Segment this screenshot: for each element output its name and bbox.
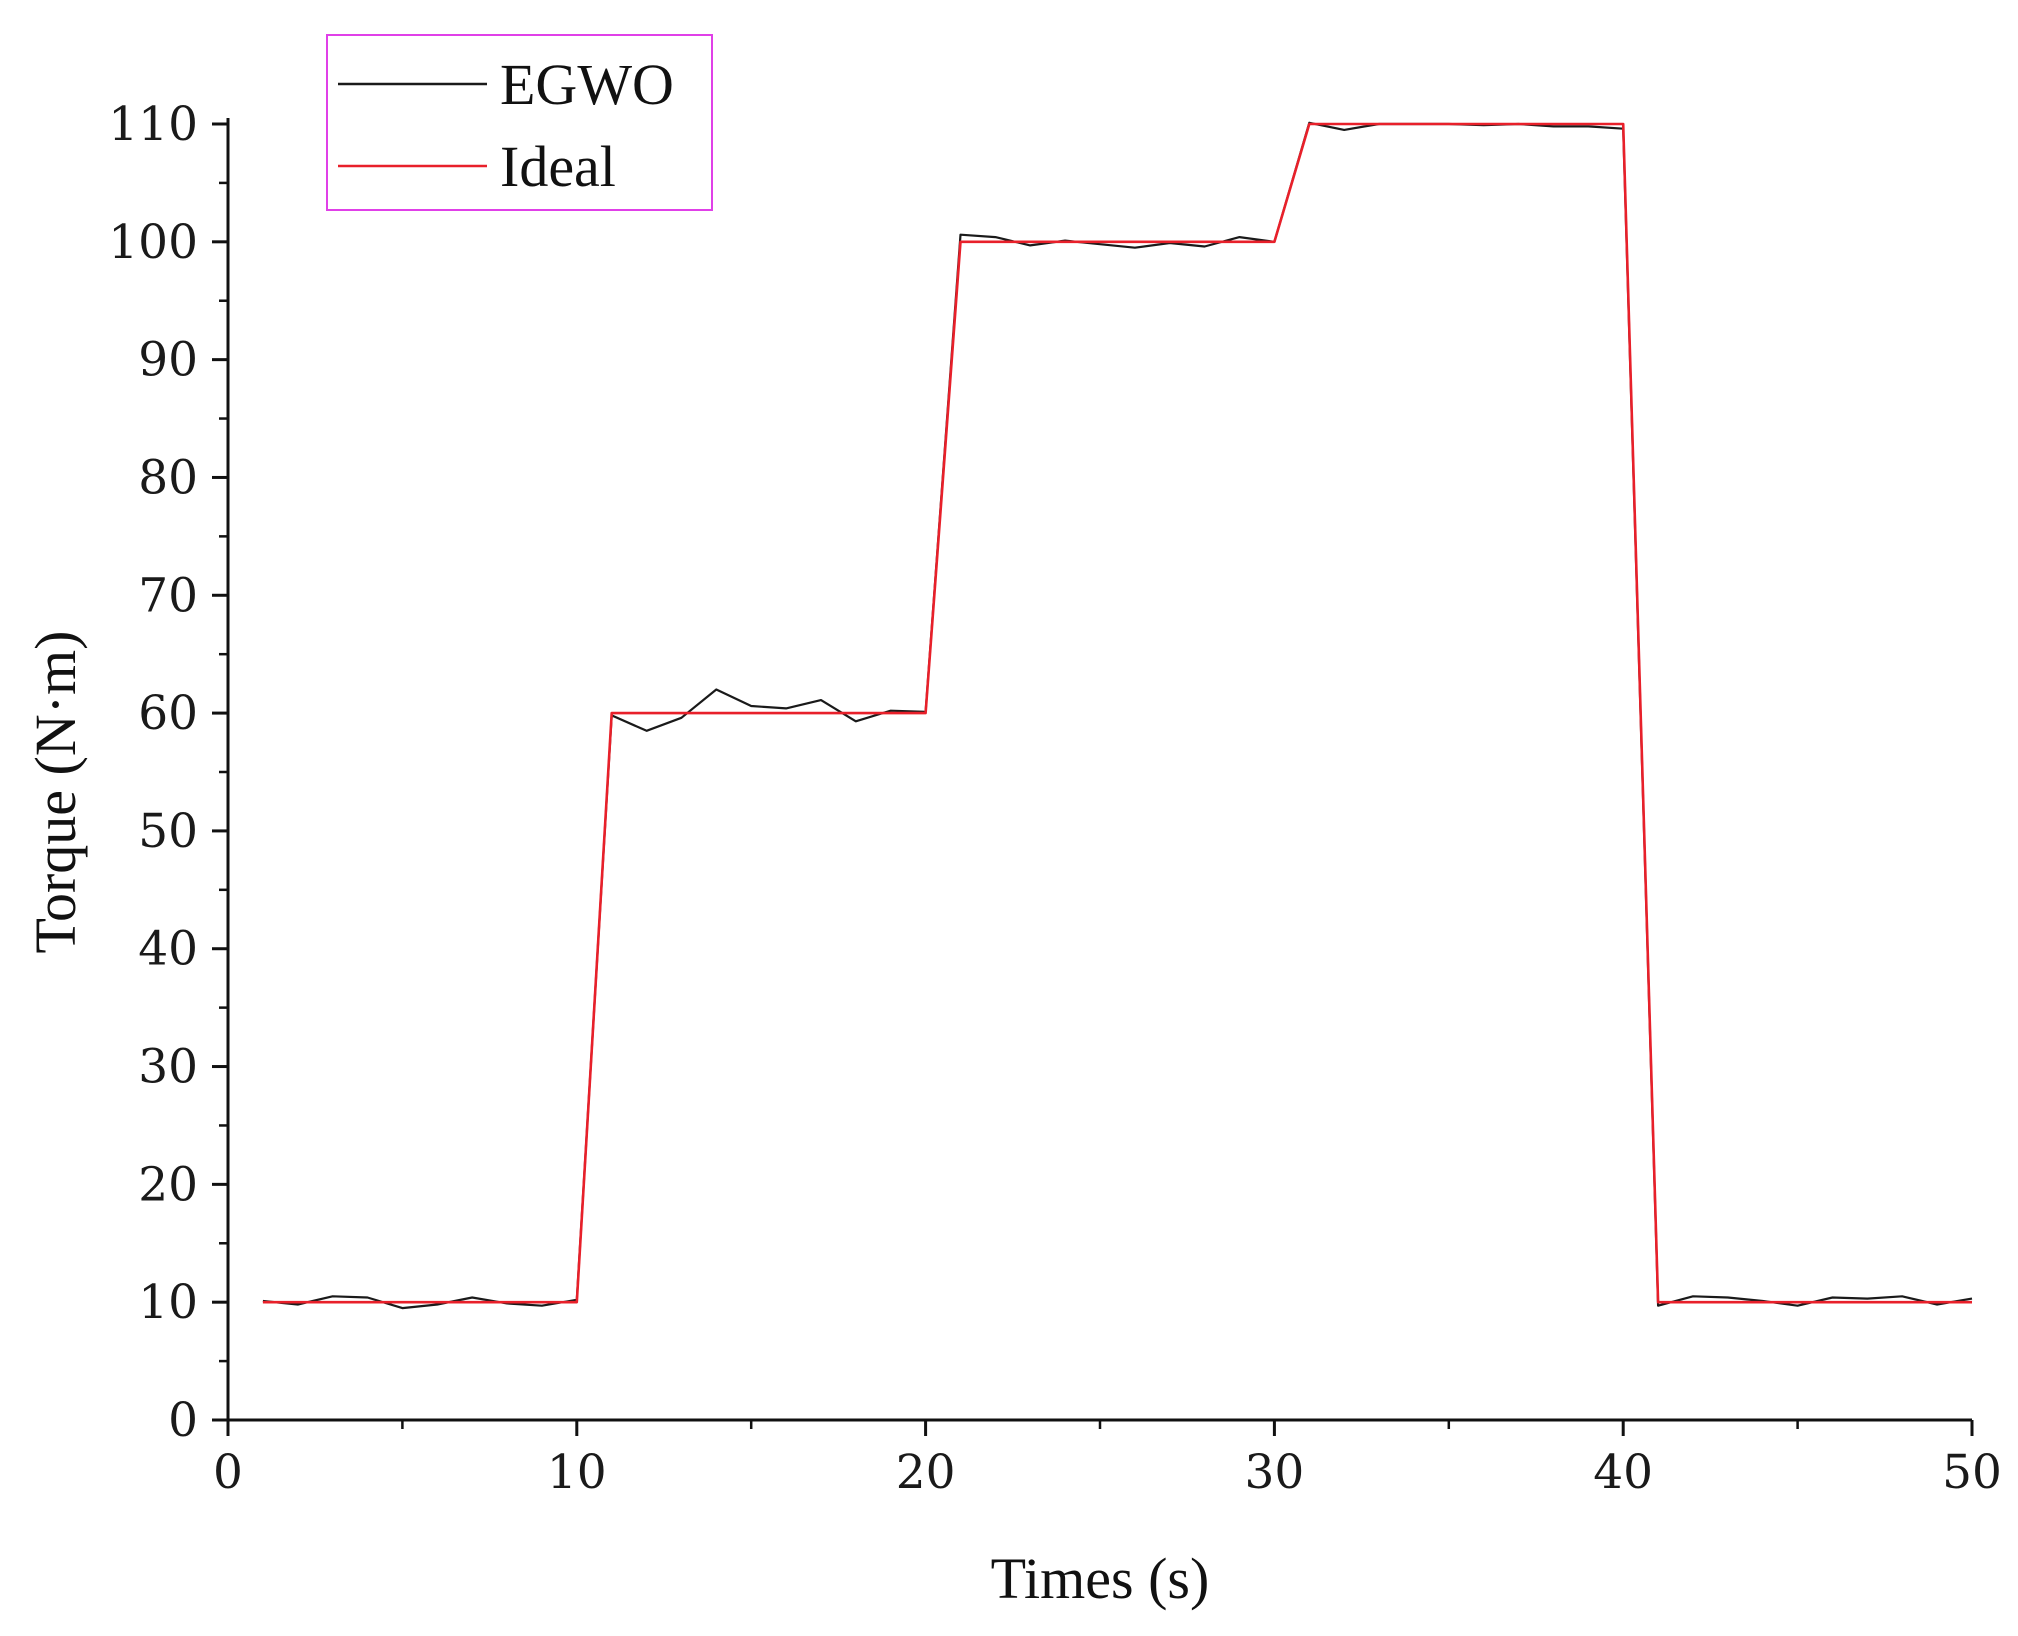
legend: EGWO Ideal [326,34,713,211]
y-tick-label: 50 [138,804,198,859]
x-axis-title: Times (s) [991,1546,1210,1611]
y-tick-label: 90 [138,333,198,388]
x-tick-label: 30 [1244,1445,1304,1500]
x-tick-label: 10 [547,1445,607,1500]
series-line-ideal [262,122,1972,1304]
y-tick-label: 10 [138,1275,198,1330]
y-axis-title: Torque (N·m) [23,631,88,954]
y-tick-label: 110 [108,97,198,152]
x-tick-label: 20 [896,1445,956,1500]
y-tick-label: 40 [138,922,198,977]
x-tick-label: 0 [213,1445,243,1500]
legend-label-ideal: Ideal [500,134,616,199]
series-lines [262,121,1973,1310]
y-tick-label: 60 [138,686,198,741]
y-tick-label: 0 [168,1393,198,1448]
legend-label-egwo: EGWO [500,52,674,117]
y-tick-label: 30 [138,1040,198,1095]
y-tick-label: 70 [138,568,198,623]
y-tick-label: 100 [108,215,198,270]
ticks: 0 10 20 30 40 50 60 70 80 90 100 110 0 10 20 30 40 50 [108,97,2002,1500]
y-tick-label: 20 [138,1157,198,1212]
x-tick-label: 50 [1942,1445,2002,1500]
x-tick-label: 40 [1593,1445,1653,1500]
series-line-egwo [262,121,1973,1310]
legend-box [326,34,713,211]
y-tick-label: 80 [138,450,198,505]
axes [226,118,1972,1422]
